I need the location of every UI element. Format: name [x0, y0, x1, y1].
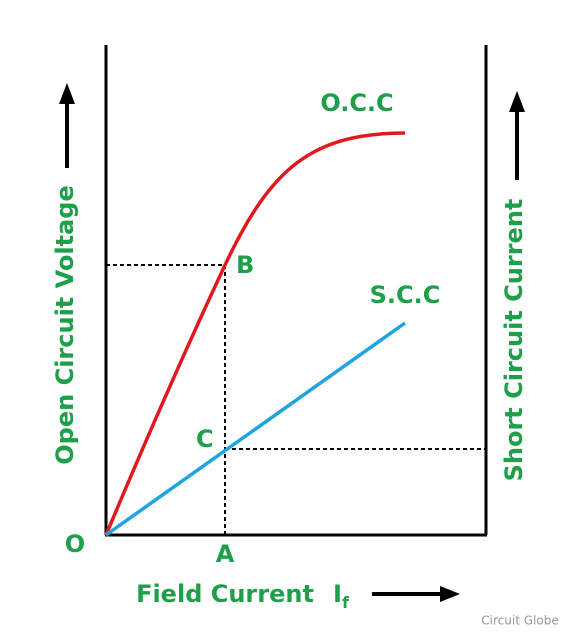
curve-label: O.C.C: [320, 89, 393, 117]
bottom-axis-symbol: If: [333, 580, 350, 612]
symbol: I: [333, 580, 342, 608]
bottom-axis-label: Field Current: [136, 580, 314, 608]
left-axis-label: Open Circuit Voltage: [51, 185, 79, 464]
right-axis-label: Short Circuit Current: [500, 199, 528, 482]
scc-line: [104, 321, 407, 537]
subscript: f: [342, 593, 350, 612]
point-label: C: [196, 425, 214, 453]
curve-label: S.C.C: [370, 281, 441, 309]
arrow-head: [509, 91, 525, 112]
point-label: O: [65, 530, 85, 558]
point-label: A: [216, 540, 235, 568]
point-label: B: [236, 251, 254, 279]
arrow-head: [59, 83, 75, 104]
watermark: Circuit Globe: [481, 614, 558, 628]
occ-curve: [104, 131, 406, 536]
arrow-head: [440, 586, 460, 602]
